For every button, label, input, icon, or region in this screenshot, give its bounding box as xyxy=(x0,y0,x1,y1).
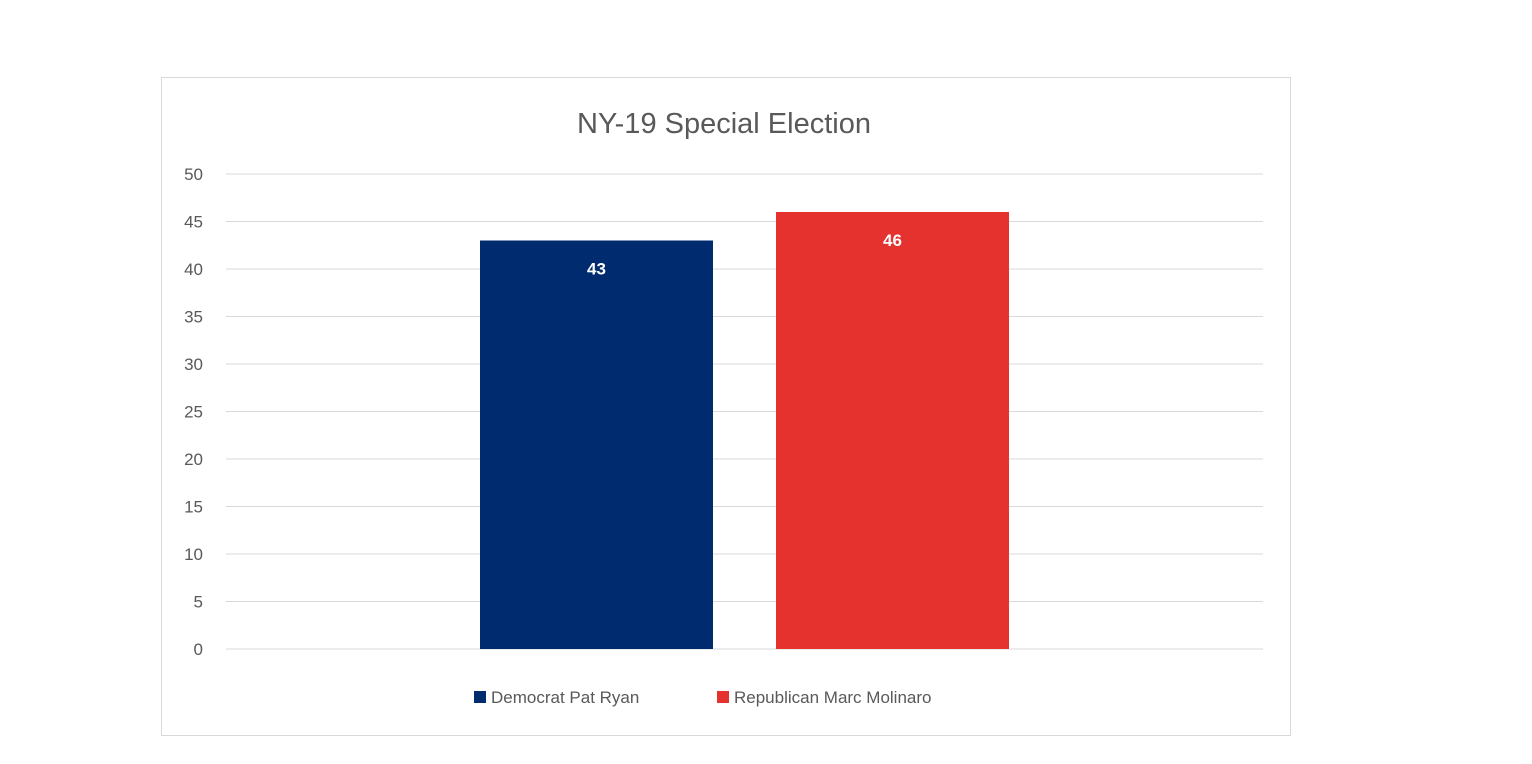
data-label: 46 xyxy=(883,231,902,250)
data-label: 43 xyxy=(587,260,606,279)
y-tick-label: 10 xyxy=(184,545,203,564)
legend-swatch xyxy=(717,691,729,703)
y-tick-label: 20 xyxy=(184,450,203,469)
legend-label: Republican Marc Molinaro xyxy=(734,688,931,707)
bar-democrat xyxy=(480,240,713,649)
y-tick-label: 25 xyxy=(184,403,203,422)
y-tick-label: 5 xyxy=(194,593,203,612)
y-tick-label: 45 xyxy=(184,213,203,232)
legend-label: Democrat Pat Ryan xyxy=(491,688,639,707)
y-tick-label: 0 xyxy=(194,640,203,659)
chart-title: NY-19 Special Election xyxy=(577,108,871,140)
y-tick-label: 40 xyxy=(184,260,203,279)
y-tick-label: 15 xyxy=(184,498,203,517)
legend-swatch xyxy=(474,691,486,703)
y-tick-label: 50 xyxy=(184,165,203,184)
bar-republican xyxy=(776,212,1009,649)
chart-frame xyxy=(161,77,1291,736)
y-tick-label: 30 xyxy=(184,355,203,374)
y-tick-label: 35 xyxy=(184,308,203,327)
